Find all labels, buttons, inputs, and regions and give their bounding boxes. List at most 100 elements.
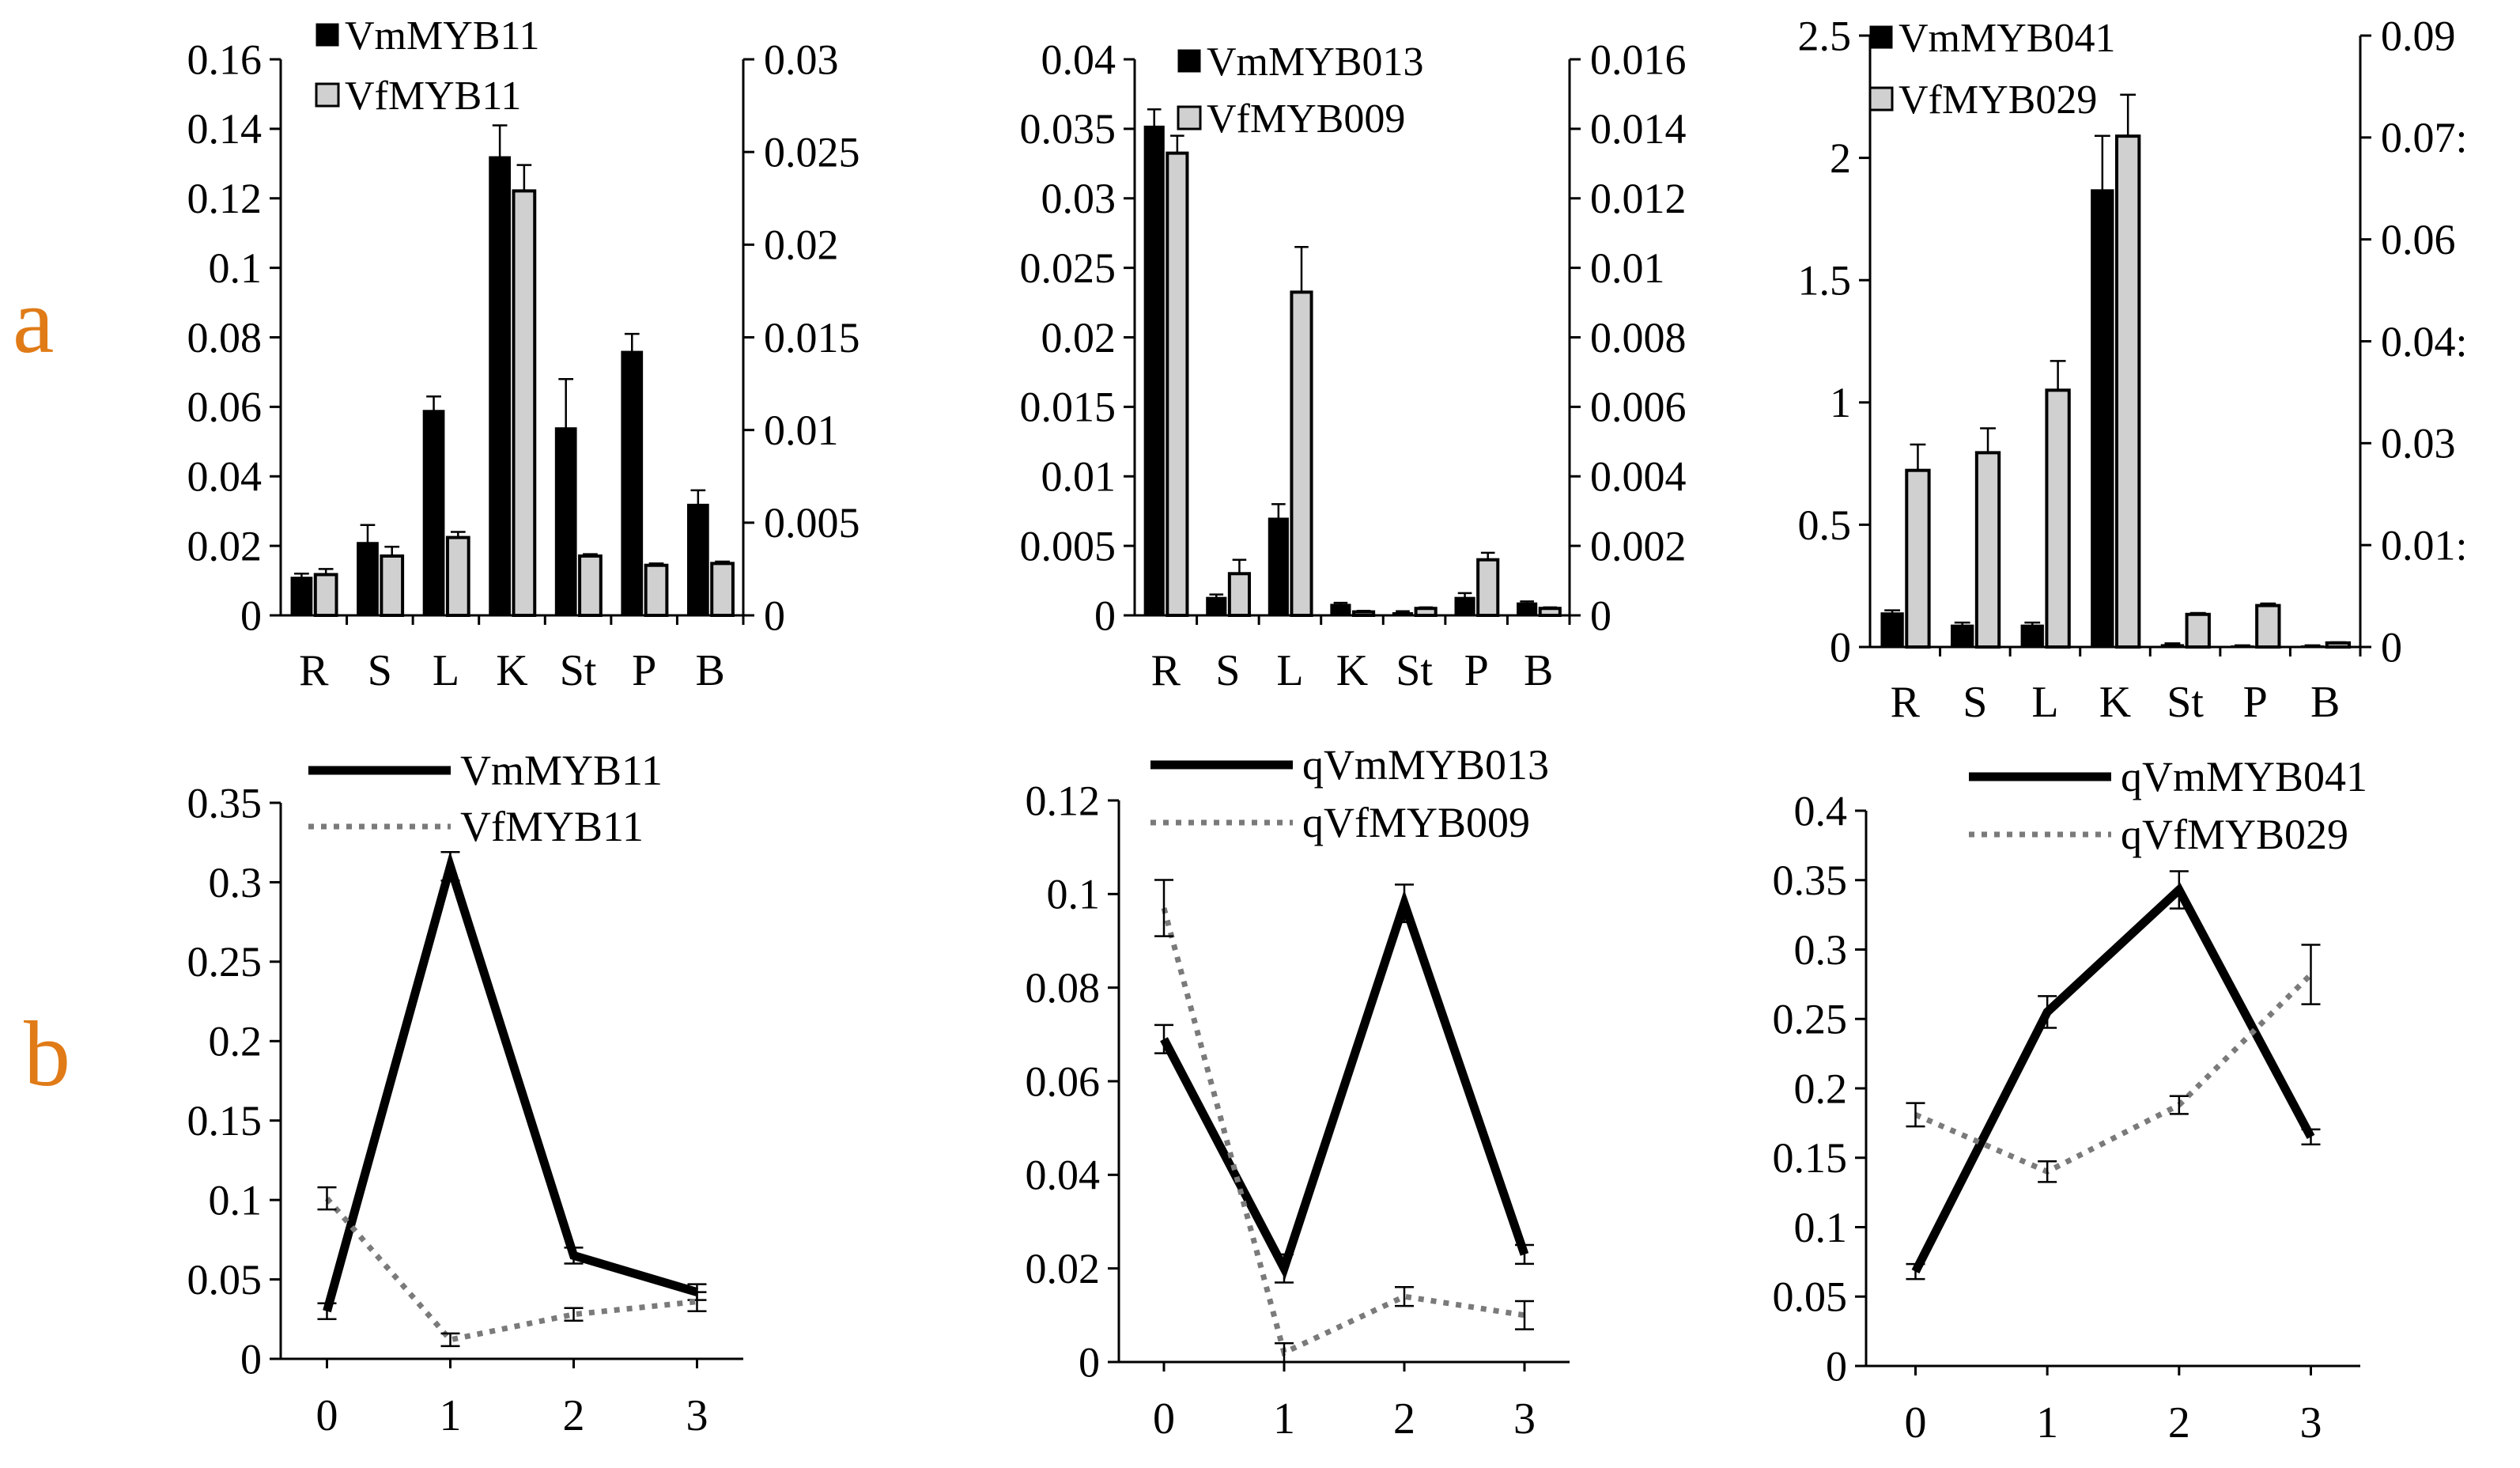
bar-VmMYB013 <box>1517 602 1538 616</box>
chart-a2: 0 0.005 0.01 0.015 0.02 0.025 0.03 0.035 0.04 0 0.… <box>1020 36 1687 695</box>
x-tick-label: 3 <box>2300 1398 2322 1447</box>
y2-tick-label: 0.002 <box>1590 522 1687 569</box>
x-tick-label: 2 <box>563 1391 585 1440</box>
x-tick-label: P <box>2243 678 2268 727</box>
y-tick-label: 0.06 <box>1026 1057 1101 1105</box>
bar-VmMYB11 <box>554 427 577 616</box>
y-tick-label: 0.2 <box>1794 1065 1848 1112</box>
bar-VmMYB041 <box>2091 189 2114 648</box>
bar-VmMYB013 <box>1206 596 1227 616</box>
x-tick-label: 1 <box>2036 1398 2058 1447</box>
legend-label: VmMYB013 <box>1207 40 1423 85</box>
y-tick-label: 0 <box>1094 592 1116 639</box>
y-tick-label: 0.4 <box>1794 787 1848 834</box>
x-tick-label: B <box>1524 646 1553 695</box>
series-line-VmMYB11 <box>323 851 699 1313</box>
chart-b1: 0 0.05 0.1 0.15 0.2 0.25 0.3 0.35 0 1 2 3 VmMYB11 VfM… <box>187 747 743 1440</box>
y-tick-label: 0 <box>240 592 262 639</box>
y-tick-label: 0.04 <box>1041 36 1116 83</box>
y-tick-label: 1 <box>1830 379 1851 426</box>
charts-group: 00.020.040.060.080.10.120.140.1600.0050.… <box>187 12 2468 1447</box>
y2-tick-label: 0.006 <box>1590 384 1687 431</box>
bar-VfMYB009 <box>1166 151 1189 618</box>
bar-VmMYB013 <box>1143 125 1165 616</box>
bar-VfMYB029 <box>2115 134 2141 649</box>
y-tick-label: 0.02 <box>1041 314 1116 361</box>
y-tick-label: 2.5 <box>1798 12 1852 59</box>
legend-label: VfMYB009 <box>1207 96 1405 142</box>
y-tick-label: 0.04 <box>187 453 263 501</box>
x-tick-label: 1 <box>440 1391 462 1440</box>
y2-tick-label: 0.04: <box>2381 318 2468 365</box>
y2-tick-label: 0.015 <box>764 314 860 361</box>
y2-tick-label: 0.01 <box>1590 244 1665 292</box>
bar-VfMYB029 <box>1905 468 1931 649</box>
y2-tick-label: 0.01 <box>764 407 839 454</box>
y2-tick-label: 0.014 <box>1590 105 1687 153</box>
x-tick-label: 1 <box>1273 1394 1295 1443</box>
y-tick-label: 0.06 <box>187 384 263 431</box>
y-tick-label: 0.1 <box>209 1177 263 1224</box>
y-tick-label: 1.5 <box>1798 257 1852 305</box>
bar-VfMYB11 <box>578 554 603 617</box>
y2-tick-label: 0.008 <box>1590 314 1687 361</box>
legend-swatch <box>1177 105 1202 131</box>
bar-VfMYB029 <box>2185 612 2211 649</box>
bar-VmMYB013 <box>1330 603 1351 616</box>
bar-VfMYB11 <box>445 535 470 618</box>
x-tick-label: R <box>299 646 329 695</box>
y-tick-label: 0.08 <box>1026 964 1101 1012</box>
legend-label: VfMYB11 <box>460 803 644 850</box>
legend-label: VmMYB041 <box>1899 16 2115 61</box>
y-tick-label: 0.005 <box>1020 522 1116 569</box>
y-tick-label: 0.15 <box>1773 1134 1848 1182</box>
x-tick-label: P <box>1464 646 1489 695</box>
x-tick-label: 3 <box>686 1391 708 1440</box>
series-line-qVmMYB041 <box>1911 883 2315 1274</box>
legend-label: VmMYB11 <box>345 13 540 59</box>
x-tick-label: L <box>2031 678 2058 727</box>
y-tick-label: 0.08 <box>187 314 263 361</box>
legend-label: VmMYB11 <box>460 747 663 794</box>
y2-tick-label: 0.012 <box>1590 175 1687 222</box>
chart-b2: 0 0.02 0.04 0.06 0.08 0.1 0.12 0 1 2 3 qVmMYB013 qVf… <box>1026 741 1570 1443</box>
bar-VmMYB041 <box>1951 624 1974 648</box>
x-tick-label: 0 <box>1905 1398 1927 1447</box>
x-tick-label: K <box>2099 678 2131 727</box>
y-tick-label: 0.25 <box>187 938 263 986</box>
x-tick-label: St <box>2167 678 2204 727</box>
bar-VmMYB11 <box>621 350 644 616</box>
legend-swatch <box>1177 49 1201 73</box>
x-tick-label: 3 <box>1513 1394 1536 1443</box>
y-tick-label: 0.1 <box>1047 871 1101 918</box>
x-tick-label: 0 <box>316 1391 338 1440</box>
bar-VfMYB009 <box>1227 572 1252 618</box>
y-tick-label: 0 <box>1079 1338 1100 1386</box>
chart-a1: 0 0.02 0.04 0.06 0.08 0.1 0.12 0.14 0.16 0 0.005 0.… <box>187 13 860 695</box>
legend-label: qVmMYB041 <box>2121 753 2367 800</box>
y2-tick-label: 0.004 <box>1590 453 1687 501</box>
y2-tick-label: 0 <box>764 592 785 639</box>
x-tick-label: K <box>496 646 527 695</box>
y-tick-label: 0.14 <box>187 105 263 153</box>
bar-VfMYB009 <box>1538 607 1562 618</box>
y-tick-label: 0.025 <box>1020 244 1116 292</box>
y-tick-label: 0.2 <box>209 1018 263 1065</box>
bar-VmMYB11 <box>489 156 511 616</box>
y-tick-label: 0.035 <box>1020 105 1116 153</box>
y2-tick-label: 0.02 <box>764 221 839 269</box>
bar-VmMYB11 <box>290 577 313 616</box>
bar-VmMYB11 <box>422 410 445 616</box>
y-tick-label: 2 <box>1830 134 1851 182</box>
x-tick-label: S <box>368 646 392 695</box>
bar-VfMYB029 <box>2255 603 2281 649</box>
y2-tick-label: 0 <box>2381 623 2402 671</box>
series-line-qVfMYB009 <box>1161 907 1525 1357</box>
legend-label: VfMYB11 <box>345 74 521 119</box>
bar-VfMYB11 <box>380 554 405 617</box>
y-tick-label: 0.02 <box>187 522 263 569</box>
y-tick-label: 0.1 <box>1794 1204 1848 1251</box>
bar-VfMYB11 <box>313 573 338 617</box>
y2-tick-label: 0 <box>1590 592 1611 639</box>
bar-VfMYB029 <box>2045 388 2071 649</box>
